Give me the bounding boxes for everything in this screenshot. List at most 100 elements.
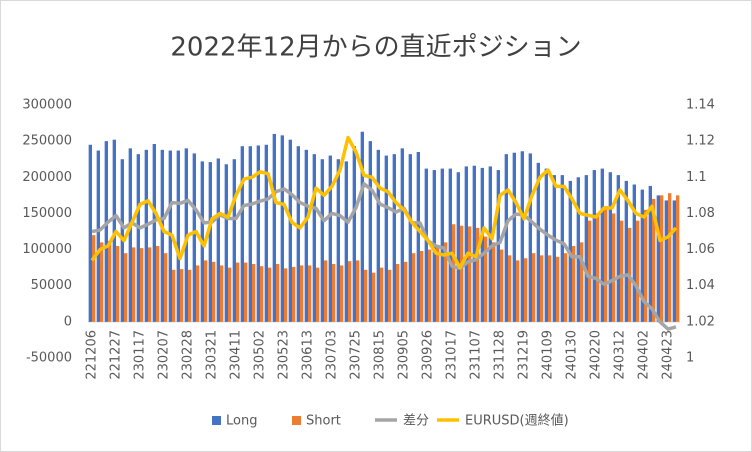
bar bbox=[356, 260, 360, 322]
bar bbox=[564, 253, 568, 322]
bar bbox=[348, 261, 352, 322]
bar bbox=[468, 226, 472, 322]
bar bbox=[172, 269, 176, 322]
x-tick-label: 231017 bbox=[445, 330, 460, 380]
x-tick-label: 230815 bbox=[373, 330, 388, 380]
bar bbox=[460, 225, 464, 322]
bar bbox=[644, 209, 648, 322]
bar bbox=[192, 153, 196, 322]
bar bbox=[572, 245, 576, 322]
bar bbox=[544, 168, 548, 322]
x-tick-label: 240402 bbox=[637, 330, 652, 380]
bar bbox=[616, 175, 620, 322]
bar bbox=[412, 253, 416, 322]
y-tick-label: 300000 bbox=[22, 98, 72, 113]
bar bbox=[176, 150, 180, 322]
bar bbox=[588, 220, 592, 322]
bar bbox=[332, 264, 336, 322]
bar bbox=[272, 133, 276, 322]
bar bbox=[624, 180, 628, 322]
bar bbox=[152, 144, 156, 322]
bar bbox=[580, 242, 584, 322]
bar bbox=[448, 168, 452, 322]
bar bbox=[92, 235, 96, 322]
bar bbox=[132, 247, 136, 322]
bar bbox=[316, 267, 320, 322]
bar bbox=[104, 141, 108, 322]
x-tick-label: 221206 bbox=[85, 330, 100, 380]
bar bbox=[512, 152, 516, 322]
x-tick-label: 240130 bbox=[565, 330, 580, 380]
bar bbox=[488, 166, 492, 322]
bar bbox=[472, 165, 476, 322]
x-tick-label: 230502 bbox=[253, 330, 268, 380]
line bbox=[91, 182, 677, 331]
x-tick-label: 231128 bbox=[493, 330, 508, 380]
bar bbox=[344, 161, 348, 322]
bar bbox=[640, 189, 644, 322]
bar bbox=[268, 267, 272, 322]
bar bbox=[256, 145, 260, 322]
x-tick-label: 230411 bbox=[229, 330, 244, 380]
bar bbox=[636, 220, 640, 322]
bar bbox=[668, 193, 672, 322]
bar bbox=[340, 265, 344, 322]
bar bbox=[388, 269, 392, 322]
bar bbox=[444, 242, 448, 322]
bar bbox=[524, 258, 528, 322]
bar bbox=[520, 151, 524, 322]
bar bbox=[148, 247, 152, 322]
bar bbox=[620, 220, 624, 322]
bar bbox=[592, 170, 596, 322]
bar bbox=[540, 255, 544, 322]
bar bbox=[404, 261, 408, 322]
bar bbox=[276, 264, 280, 322]
bar bbox=[600, 168, 604, 322]
bar bbox=[652, 198, 656, 322]
bar bbox=[660, 195, 664, 322]
bar bbox=[180, 269, 184, 322]
bar bbox=[400, 148, 404, 322]
bar bbox=[420, 251, 424, 322]
bar bbox=[608, 172, 612, 322]
bar bbox=[536, 162, 540, 322]
bar bbox=[556, 256, 560, 322]
y2-tick-label: 1.04 bbox=[686, 278, 715, 293]
x-tick-label: 230321 bbox=[205, 330, 220, 380]
x-tick-label: 230703 bbox=[325, 330, 340, 380]
bar bbox=[360, 131, 364, 322]
x-tick-label: 240109 bbox=[541, 330, 556, 380]
bar bbox=[416, 151, 420, 322]
bar bbox=[204, 260, 208, 322]
bar bbox=[312, 154, 316, 322]
bar bbox=[380, 267, 384, 322]
bar bbox=[376, 149, 380, 322]
bar bbox=[508, 255, 512, 322]
bar bbox=[240, 146, 244, 322]
bar bbox=[300, 265, 304, 322]
x-tick-label: 230613 bbox=[301, 330, 316, 380]
bar bbox=[664, 200, 668, 322]
bar bbox=[124, 253, 128, 322]
bar bbox=[224, 164, 228, 322]
y-tick-label: 100000 bbox=[22, 242, 72, 257]
bar bbox=[280, 135, 284, 322]
bar bbox=[408, 154, 412, 322]
bar bbox=[500, 249, 504, 322]
y2-tick-label: 1.14 bbox=[686, 98, 715, 113]
legend-label: Long bbox=[226, 414, 257, 429]
legend-label: 差分 bbox=[403, 414, 429, 429]
x-tick-label: 230926 bbox=[421, 330, 436, 380]
legend-swatch bbox=[212, 416, 221, 425]
bar bbox=[480, 167, 484, 322]
y-tick-label: 200000 bbox=[22, 170, 72, 185]
bar bbox=[364, 269, 368, 322]
x-tick-label: 231219 bbox=[517, 330, 532, 380]
bar bbox=[232, 159, 236, 322]
x-tick-label: 230523 bbox=[277, 330, 292, 380]
y2-tick-label: 1.06 bbox=[686, 242, 715, 257]
bar bbox=[284, 268, 288, 322]
x-tick-label: 230725 bbox=[349, 330, 364, 380]
bar bbox=[188, 269, 192, 322]
y-tick-label: 50000 bbox=[31, 278, 72, 293]
